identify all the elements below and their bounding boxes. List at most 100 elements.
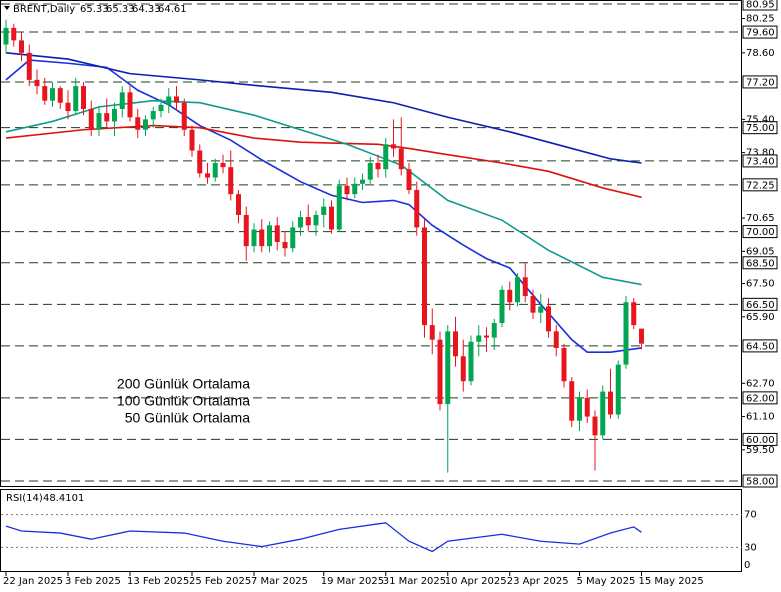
y-tick-label: 67.50 xyxy=(746,279,775,290)
level-label: 75.00 xyxy=(746,123,775,134)
candle-body xyxy=(468,341,474,382)
y-tick-label: 62.70 xyxy=(746,378,775,389)
candle-body xyxy=(608,391,613,415)
candle-body xyxy=(282,241,288,249)
y-tick-label: 73.80 xyxy=(746,148,775,159)
candle-body xyxy=(631,302,637,326)
candle-body xyxy=(313,214,319,226)
candle-body xyxy=(491,323,497,338)
level-label: 58.00 xyxy=(746,477,775,488)
level-box xyxy=(742,339,778,353)
candle-body xyxy=(290,227,296,249)
level-label: 70.00 xyxy=(746,227,775,238)
candle-body xyxy=(127,92,133,118)
candle-body xyxy=(476,335,482,342)
chart-title: BRENT,Daily xyxy=(13,4,75,15)
x-tick-label: 3 Feb 2025 xyxy=(65,576,121,587)
candle-body xyxy=(104,113,110,122)
candle-body xyxy=(484,335,489,338)
candle-body xyxy=(367,163,373,180)
y-tick-label: 59.50 xyxy=(746,445,775,456)
candle-body xyxy=(259,229,265,247)
candle-body xyxy=(96,113,102,130)
y-tick-label: 70 xyxy=(744,510,757,521)
candle-body xyxy=(212,163,218,178)
candle-body xyxy=(352,183,358,195)
menu-arrow xyxy=(4,6,10,10)
candle-body xyxy=(274,225,280,242)
level-box xyxy=(742,297,778,311)
level-label: 77.20 xyxy=(746,77,775,88)
header-close: 64.61 xyxy=(158,4,187,15)
x-tick-label: 7 Mar 2025 xyxy=(251,576,308,587)
candle-body xyxy=(73,86,79,112)
candle-body xyxy=(538,306,544,313)
candle-body xyxy=(174,96,179,103)
candle-body xyxy=(3,27,9,45)
candle-body xyxy=(81,86,86,109)
candle-body xyxy=(329,206,334,230)
candle-body xyxy=(429,325,435,340)
x-tick-label: 15 May 2025 xyxy=(639,576,704,587)
candle-body xyxy=(19,40,24,53)
rsi-panel-frame xyxy=(0,489,742,572)
level-label: 64.50 xyxy=(746,341,775,352)
candle-body xyxy=(546,306,551,332)
header-open: 65.33 xyxy=(80,4,109,15)
y-tick-label: 61.10 xyxy=(746,412,775,423)
level-box xyxy=(742,154,778,168)
candle-body xyxy=(515,277,520,303)
legend-entry: 50 Günlük Ortalama xyxy=(125,410,250,426)
candle-body xyxy=(150,111,156,120)
candle-body xyxy=(530,296,536,313)
x-tick-label: 22 Jan 2025 xyxy=(3,576,63,587)
main-panel-frame xyxy=(0,0,742,487)
level-label: 73.40 xyxy=(746,156,775,167)
level-label: 60.00 xyxy=(746,435,775,446)
candle-body xyxy=(639,328,644,344)
candle-body xyxy=(189,129,195,151)
candle-body xyxy=(143,119,148,130)
y-tick-label: 69.05 xyxy=(746,246,775,257)
x-tick-label: 25 Feb 2025 xyxy=(189,576,251,587)
y-tick-label: 78.60 xyxy=(746,48,775,59)
candle-body xyxy=(577,397,582,421)
x-tick-label: 5 May 2025 xyxy=(577,576,636,587)
candle-body xyxy=(321,206,327,215)
rsi-value: 48.4101 xyxy=(43,493,84,504)
candle-body xyxy=(615,364,621,415)
y-tick-label: 75.40 xyxy=(746,114,775,125)
candle-body xyxy=(251,229,257,247)
level-label: 80.95 xyxy=(746,0,775,11)
candle-body xyxy=(437,339,443,405)
candle-body xyxy=(592,416,598,436)
candle-body xyxy=(406,169,412,191)
candle-body xyxy=(11,27,17,41)
candle-body xyxy=(507,289,513,303)
line-series xyxy=(5,59,642,353)
candle-body xyxy=(243,214,249,247)
level-box xyxy=(742,432,778,446)
level-label: 72.25 xyxy=(746,180,775,191)
y-tick-label: 30 xyxy=(744,542,757,553)
candle-body xyxy=(228,167,234,195)
candle-body xyxy=(561,347,567,382)
candle-body xyxy=(360,179,365,184)
candle-body xyxy=(26,52,32,80)
candle-body xyxy=(569,381,575,421)
candle-body xyxy=(197,150,203,174)
candle-body xyxy=(65,102,71,112)
candle-body xyxy=(181,102,187,130)
level-box xyxy=(742,121,778,135)
legend-entry: 200 Günlük Ortalama xyxy=(117,376,250,392)
level-box xyxy=(742,0,778,11)
x-tick-label: 31 Mar 2025 xyxy=(383,576,446,587)
candle-body xyxy=(220,163,226,168)
y-tick-label: 80.25 xyxy=(746,14,775,25)
candle-body xyxy=(422,227,427,326)
level-label: 79.60 xyxy=(746,28,775,39)
y-tick-label: 70.65 xyxy=(746,213,775,224)
candle-body xyxy=(267,225,272,247)
